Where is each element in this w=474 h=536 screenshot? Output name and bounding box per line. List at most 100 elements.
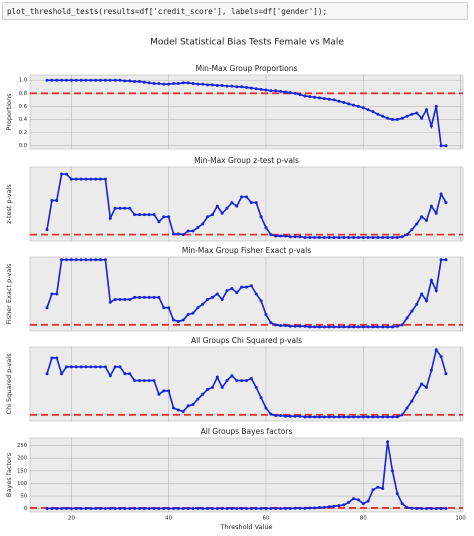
- data-point: [395, 492, 399, 496]
- data-point: [137, 213, 141, 217]
- data-point: [186, 313, 190, 317]
- data-point: [293, 91, 297, 95]
- data-point: [425, 218, 429, 222]
- data-point: [356, 104, 360, 108]
- data-point: [225, 84, 229, 88]
- data-point: [220, 506, 224, 510]
- data-point: [429, 368, 433, 372]
- data-point: [400, 116, 404, 120]
- data-point: [366, 499, 370, 503]
- data-point: [293, 324, 297, 328]
- data-point: [283, 414, 287, 418]
- data-point: [118, 297, 122, 301]
- data-point: [264, 506, 268, 510]
- data-point: [439, 144, 443, 148]
- data-point: [439, 506, 443, 510]
- data-point: [429, 124, 433, 128]
- data-point: [361, 235, 365, 239]
- data-point: [410, 112, 414, 116]
- data-point: [352, 415, 356, 419]
- data-point: [425, 108, 429, 112]
- data-point: [230, 506, 234, 510]
- code-cell[interactable]: plot_threshold_tests(results=df['credit_…: [2, 2, 468, 20]
- data-point: [371, 415, 375, 419]
- data-point: [395, 118, 399, 122]
- data-point: [69, 506, 73, 510]
- data-point: [60, 78, 64, 82]
- data-point: [327, 97, 331, 101]
- data-point: [245, 379, 248, 383]
- data-point: [356, 235, 360, 239]
- data-point: [113, 78, 117, 82]
- data-point: [215, 83, 219, 87]
- data-point: [215, 506, 219, 510]
- data-point: [386, 415, 390, 419]
- data-point: [181, 318, 185, 322]
- y-tick-label: 0.6: [19, 104, 27, 110]
- data-point: [128, 297, 132, 301]
- data-point: [225, 506, 229, 510]
- data-point: [186, 404, 190, 408]
- data-point: [142, 213, 146, 217]
- data-point: [308, 325, 312, 329]
- data-point: [317, 505, 321, 509]
- data-point: [434, 211, 438, 215]
- data-point: [201, 222, 205, 226]
- x-tick-label: 80: [360, 516, 367, 522]
- data-point: [264, 225, 268, 229]
- data-point: [352, 497, 356, 501]
- data-point: [313, 415, 317, 419]
- data-point: [317, 325, 321, 329]
- data-point: [79, 365, 83, 369]
- data-point: [240, 85, 244, 89]
- data-point: [381, 235, 385, 239]
- data-point: [103, 258, 107, 262]
- data-point: [259, 215, 263, 219]
- data-point: [420, 506, 424, 510]
- data-point: [196, 506, 200, 510]
- y-tick-label: 250: [17, 443, 27, 449]
- data-point: [157, 392, 161, 396]
- data-point: [123, 372, 127, 376]
- data-point: [254, 292, 258, 296]
- data-point: [123, 206, 127, 210]
- data-point: [118, 365, 122, 369]
- data-point: [293, 506, 297, 510]
- data-point: [313, 95, 317, 99]
- data-point: [361, 325, 365, 329]
- data-point: [347, 235, 351, 239]
- data-point: [259, 299, 263, 303]
- y-axis-label: Proportions: [5, 93, 13, 131]
- data-point: [142, 506, 146, 510]
- data-point: [108, 300, 112, 304]
- data-point: [245, 506, 248, 510]
- data-point: [361, 502, 365, 506]
- data-point: [79, 506, 83, 510]
- data-point: [322, 325, 326, 329]
- data-point: [123, 506, 127, 510]
- data-point: [269, 89, 273, 93]
- chart-title: Min-Max Group Fisher Exact p-vals: [182, 246, 311, 255]
- data-point: [137, 80, 141, 84]
- x-tick-label: 20: [68, 516, 75, 522]
- data-point: [269, 412, 273, 416]
- chart-title: Min-Max Group Proportions: [196, 64, 298, 73]
- data-point: [128, 206, 132, 210]
- data-point: [113, 506, 117, 510]
- data-point: [128, 506, 132, 510]
- data-point: [376, 235, 380, 239]
- data-point: [186, 229, 190, 233]
- data-point: [400, 413, 404, 417]
- data-point: [308, 235, 312, 239]
- data-point: [249, 506, 253, 510]
- data-point: [191, 506, 195, 510]
- data-point: [386, 116, 390, 120]
- data-point: [162, 389, 166, 393]
- data-point: [235, 506, 239, 510]
- data-point: [181, 81, 185, 85]
- data-point: [342, 415, 346, 419]
- plot-area: [29, 437, 464, 513]
- data-point: [254, 506, 258, 510]
- data-point: [89, 258, 93, 262]
- data-point: [128, 372, 132, 376]
